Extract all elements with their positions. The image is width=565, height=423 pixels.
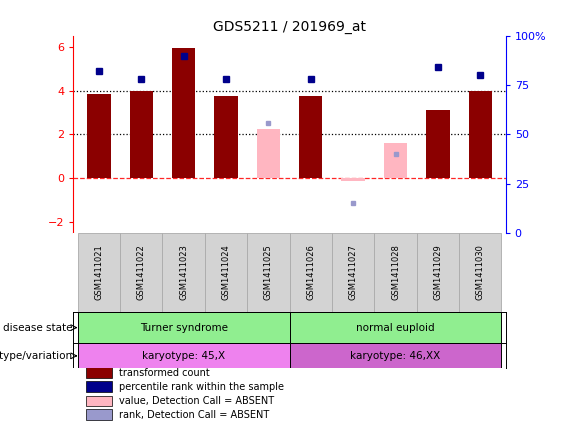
Text: percentile rank within the sample: percentile rank within the sample [119,382,284,392]
Bar [289,233,332,312]
Text: GSM1411026: GSM1411026 [306,244,315,300]
Text: GSM1411024: GSM1411024 [221,244,231,300]
Bar [299,96,323,178]
Bar [247,233,290,312]
Bar [86,382,112,392]
Text: GSM1411025: GSM1411025 [264,244,273,300]
Text: GSM1411022: GSM1411022 [137,244,146,300]
Text: genotype/variation: genotype/variation [0,351,72,361]
Bar [459,233,502,312]
Text: disease state: disease state [3,323,72,332]
Bar [289,312,502,343]
Bar [214,96,238,178]
Bar [468,91,492,178]
Bar [417,233,459,312]
Bar [332,233,374,312]
Bar [289,343,502,368]
Text: value, Detection Call = ABSENT: value, Detection Call = ABSENT [119,396,274,406]
Text: GSM1411023: GSM1411023 [179,244,188,300]
Text: GSM1411021: GSM1411021 [94,244,103,300]
Bar [257,129,280,178]
Text: GSM1411030: GSM1411030 [476,244,485,300]
Text: GSM1411028: GSM1411028 [391,244,400,300]
Bar [341,178,365,181]
Title: GDS5211 / 201969_at: GDS5211 / 201969_at [213,19,366,33]
Bar [205,233,247,312]
Bar [86,409,112,420]
Text: GSM1411029: GSM1411029 [433,244,442,300]
Bar [78,312,289,343]
Text: karyotype: 46,XX: karyotype: 46,XX [350,351,441,361]
Bar [129,91,153,178]
Text: Turner syndrome: Turner syndrome [140,323,228,332]
Bar [78,343,289,368]
Bar [87,94,111,178]
Bar [86,367,112,378]
Bar [120,233,163,312]
Text: normal euploid: normal euploid [356,323,435,332]
Text: karyotype: 45,X: karyotype: 45,X [142,351,225,361]
Bar [78,233,120,312]
Text: rank, Detection Call = ABSENT: rank, Detection Call = ABSENT [119,409,269,420]
Bar [172,48,195,178]
Bar [86,396,112,406]
Bar [375,233,417,312]
Bar [163,233,205,312]
Bar [426,110,450,178]
Text: GSM1411027: GSM1411027 [349,244,358,300]
Text: transformed count: transformed count [119,368,210,378]
Bar [384,143,407,178]
